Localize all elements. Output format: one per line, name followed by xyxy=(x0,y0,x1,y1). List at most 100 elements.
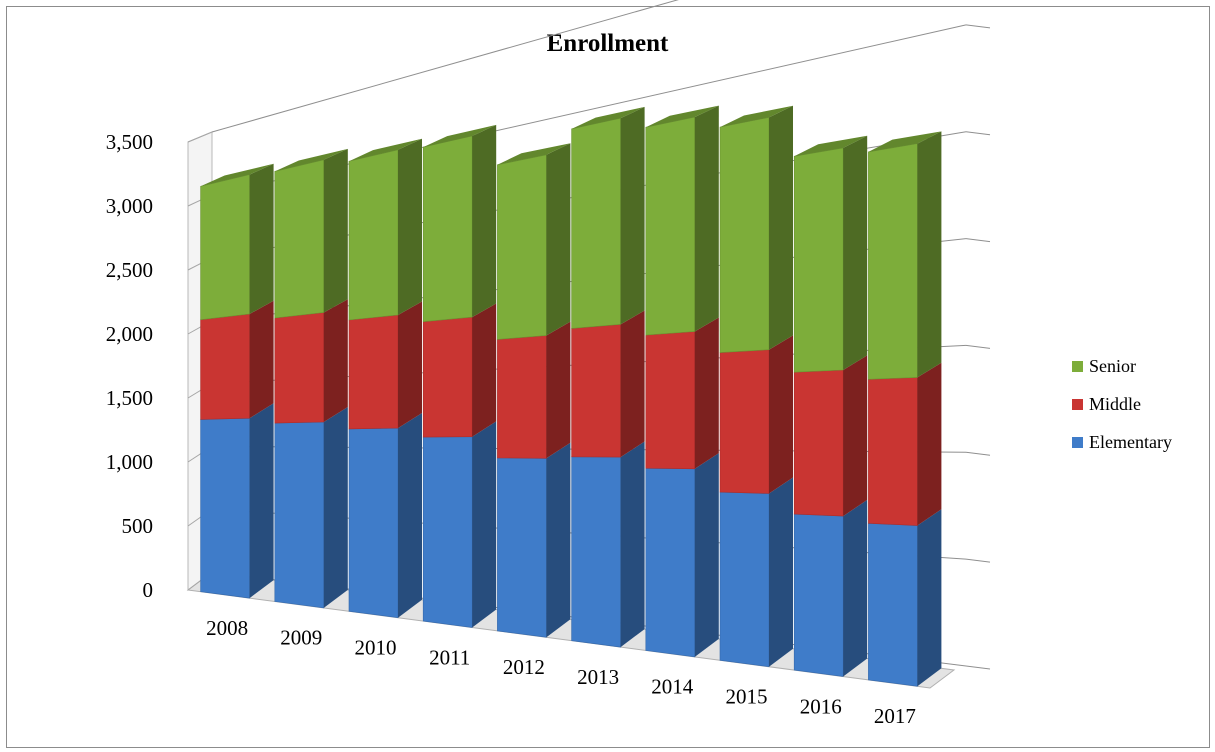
bar-elementary-2015 xyxy=(719,491,770,668)
bar-side-senior-2017 xyxy=(917,131,942,378)
bar-side-elementary-2013 xyxy=(620,441,645,648)
bar-side-middle-2008 xyxy=(249,300,274,419)
bar-side-senior-2012 xyxy=(546,143,571,336)
bar-top-senior-2014 xyxy=(645,105,719,128)
bar-side-elementary-2009 xyxy=(323,407,348,608)
bar-top-senior-2017 xyxy=(868,131,942,152)
bar-side-middle-2016 xyxy=(843,355,868,517)
bar-top-senior-2012 xyxy=(497,143,571,165)
bar-side-middle-2017 xyxy=(917,362,942,526)
bar-side-middle-2012 xyxy=(546,321,571,459)
legend-label-middle: Middle xyxy=(1089,394,1141,414)
bar-side-senior-2011 xyxy=(472,124,497,318)
x-tick-label: 2011 xyxy=(429,645,470,669)
bar-middle-2014 xyxy=(645,331,696,470)
bar-top-senior-2013 xyxy=(571,106,645,129)
bar-middle-2015 xyxy=(719,349,770,494)
bar-senior-2013 xyxy=(571,117,621,329)
y-tick-label: 3,500 xyxy=(106,130,153,154)
bar-side-senior-2016 xyxy=(843,135,868,370)
bar-top-senior-2015 xyxy=(720,105,793,128)
bar-senior-2015 xyxy=(719,117,770,353)
y-tick-label: 2,500 xyxy=(106,258,153,282)
bar-middle-2013 xyxy=(571,324,621,458)
bar-middle-2012 xyxy=(497,335,547,459)
bar-middle-2008 xyxy=(200,313,250,420)
bar-senior-2008 xyxy=(200,174,250,321)
bar-side-elementary-2011 xyxy=(472,421,497,628)
y-tick-label: 1,000 xyxy=(106,450,153,474)
x-tick-label: 2016 xyxy=(800,694,842,718)
bar-side-elementary-2017 xyxy=(917,509,942,687)
bar-senior-2017 xyxy=(868,143,918,380)
legend-label-senior: Senior xyxy=(1089,356,1136,376)
bar-side-senior-2010 xyxy=(398,138,422,315)
y-tick-label: 2,000 xyxy=(106,322,153,346)
y-tick-label: 0 xyxy=(143,578,154,602)
y-tick-label: 500 xyxy=(122,514,154,538)
x-tick-label: 2015 xyxy=(726,685,768,709)
gridline-tick xyxy=(965,238,991,243)
bar-elementary-2009 xyxy=(274,421,325,609)
bar-top-senior-2009 xyxy=(274,148,348,172)
legend-swatch-elementary xyxy=(1072,437,1083,448)
bar-side-middle-2010 xyxy=(398,301,422,429)
y-tick-label: 3,000 xyxy=(106,194,153,218)
bar-side-elementary-2016 xyxy=(843,499,868,677)
bar-side-senior-2013 xyxy=(620,106,645,325)
x-tick-label: 2010 xyxy=(355,636,397,660)
bar-middle-2017 xyxy=(868,377,918,526)
gridline-tick xyxy=(965,24,991,29)
gridline-tick xyxy=(965,344,991,349)
bar-side-elementary-2008 xyxy=(249,403,274,599)
gridline-tick xyxy=(965,451,991,456)
bar-side-elementary-2015 xyxy=(769,477,793,667)
gridline-tick xyxy=(965,665,991,670)
x-tick-label: 2014 xyxy=(651,675,694,699)
bar-elementary-2008 xyxy=(200,417,250,599)
legend-label-elementary: Elementary xyxy=(1089,432,1172,452)
bar-middle-2009 xyxy=(274,312,325,424)
bar-side-senior-2015 xyxy=(769,105,793,350)
legend-swatch-middle xyxy=(1072,399,1083,410)
bar-side-elementary-2012 xyxy=(546,442,571,638)
bar-top-senior-2010 xyxy=(349,138,422,162)
bar-side-middle-2009 xyxy=(323,299,348,422)
bar-senior-2014 xyxy=(645,116,696,336)
bar-elementary-2013 xyxy=(571,456,621,648)
bar-senior-2010 xyxy=(348,149,399,321)
bar-elementary-2014 xyxy=(645,467,696,658)
back-gridline xyxy=(211,0,679,133)
gridline-tick xyxy=(965,131,991,136)
bar-side-senior-2008 xyxy=(249,163,274,314)
x-tick-label: 2012 xyxy=(503,655,545,679)
x-tick-label: 2013 xyxy=(577,665,619,689)
bar-side-elementary-2010 xyxy=(398,413,422,618)
bar-elementary-2017 xyxy=(868,522,918,687)
bar-top-senior-2008 xyxy=(200,163,274,187)
bar-senior-2016 xyxy=(793,147,844,373)
bar-senior-2011 xyxy=(422,135,473,323)
bar-side-elementary-2014 xyxy=(694,453,719,657)
bar-middle-2011 xyxy=(422,316,473,438)
bar-side-middle-2011 xyxy=(472,303,497,437)
bar-side-senior-2014 xyxy=(694,105,719,332)
legend-swatch-senior xyxy=(1072,361,1083,372)
bar-middle-2010 xyxy=(348,314,399,430)
x-tick-label: 2017 xyxy=(874,704,916,728)
side-gridline xyxy=(187,131,213,143)
bar-top-senior-2011 xyxy=(423,124,497,148)
chart-title: Enrollment xyxy=(546,30,669,57)
bar-side-senior-2009 xyxy=(323,148,348,313)
bar-elementary-2016 xyxy=(793,513,844,677)
bar-side-middle-2013 xyxy=(620,310,645,458)
x-tick-label: 2008 xyxy=(206,616,248,640)
bar-side-middle-2014 xyxy=(694,317,719,469)
gridline-tick xyxy=(965,558,991,563)
bar-elementary-2011 xyxy=(422,436,473,628)
bar-middle-2016 xyxy=(793,369,844,517)
bar-top-senior-2016 xyxy=(794,135,868,157)
x-tick-label: 2009 xyxy=(280,626,322,650)
bar-elementary-2010 xyxy=(348,427,399,619)
